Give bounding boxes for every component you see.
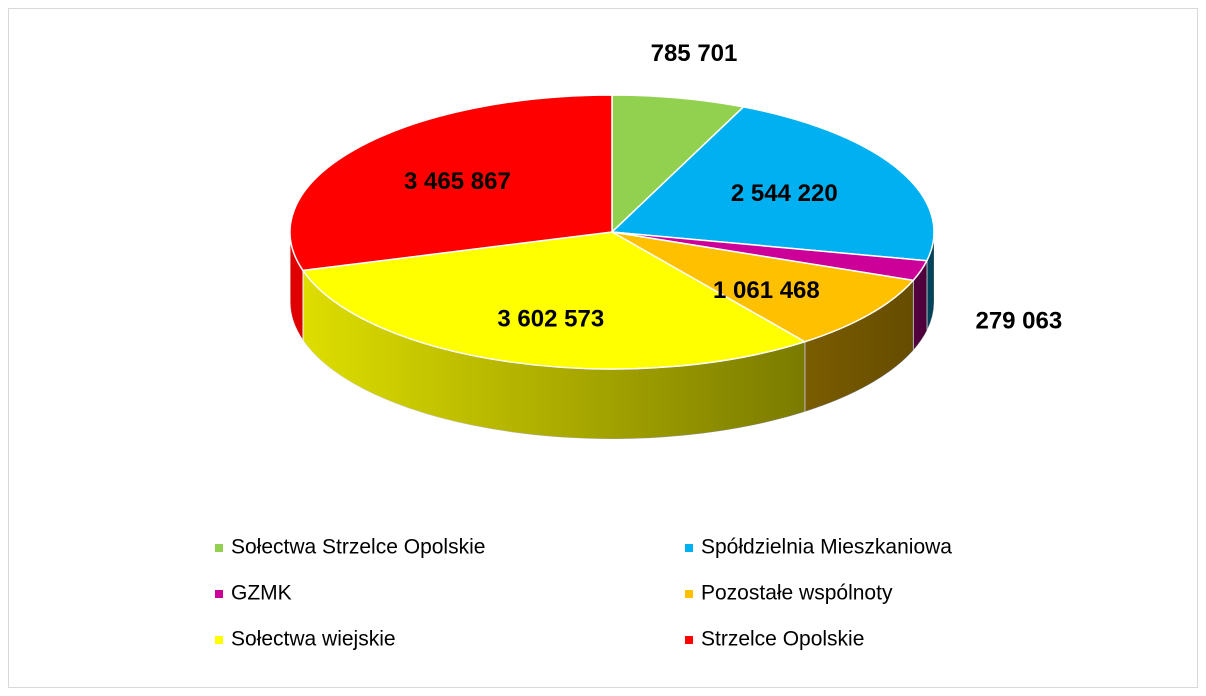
legend-marker <box>685 590 693 598</box>
legend-label: Pozostałe wspólnoty <box>701 582 893 605</box>
slice-side-shade <box>926 232 934 331</box>
slice-side-shade <box>290 232 303 341</box>
value-label: 1 061 468 <box>713 277 820 304</box>
slice-side-shade <box>302 270 805 439</box>
value-label: 3 602 573 <box>497 305 604 332</box>
value-label: 2 544 220 <box>731 180 838 207</box>
legend-label: GZMK <box>231 582 292 605</box>
value-label: 3 465 867 <box>404 168 511 195</box>
legend-label: Sołectwa wiejskie <box>231 628 396 651</box>
legend-label: Strzelce Opolskie <box>701 628 864 651</box>
slice <box>610 106 935 262</box>
legend-label: Spółdzielnia Mieszkaniowa <box>701 536 952 559</box>
legend-marker <box>685 636 693 644</box>
slice-side-shade <box>804 280 914 412</box>
legend-marker <box>215 636 223 644</box>
legend-marker <box>215 544 223 552</box>
legend-marker <box>685 544 693 552</box>
value-label: 785 701 <box>651 40 738 67</box>
legend-label: Sołectwa Strzelce Opolskie <box>231 536 485 559</box>
slice <box>611 231 915 343</box>
slice-side-shade <box>913 260 927 351</box>
slice <box>301 231 807 370</box>
legend-marker <box>215 590 223 598</box>
value-label: 279 063 <box>975 308 1062 335</box>
slice <box>611 94 746 234</box>
slice <box>289 94 613 272</box>
